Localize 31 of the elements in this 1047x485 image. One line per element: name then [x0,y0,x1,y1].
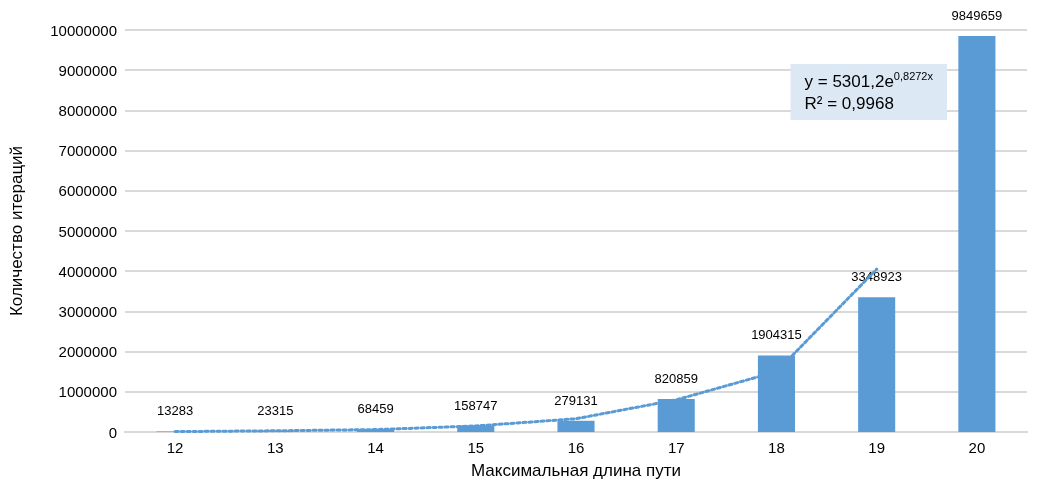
y-tick-label: 5000000 [58,222,117,240]
data-label: 9849659 [951,8,1003,24]
y-tick-label: 9000000 [58,61,117,79]
data-label: 279131 [554,392,598,408]
x-tick-label: 12 [166,439,184,456]
x-tick-label: 14 [367,439,384,456]
data-label: 1904315 [751,327,802,343]
x-tick-label: 17 [667,439,685,456]
x-tick-label: 16 [567,439,585,456]
y-tick-label: 2000000 [58,343,117,361]
x-tick-label: 20 [968,439,986,456]
data-label: 158747 [454,397,498,413]
y-axis-title: Количество итераций [7,145,26,317]
y-tick-label: 6000000 [58,182,117,200]
y-tick-label: 4000000 [58,262,117,280]
y-tick-label: 3000000 [58,302,117,320]
y-tick-label: 7000000 [58,142,117,160]
x-tick-label: 19 [868,439,886,456]
y-tick-label: 8000000 [58,101,117,119]
y-tick-label: 0 [108,423,117,441]
data-label: 68459 [357,401,394,417]
annotation: R² = 0,9968 [804,93,894,113]
data-label: 13283 [157,403,194,419]
data-label: 23315 [257,403,294,419]
y-tick-label: 10000000 [50,21,117,39]
x-tick-label: 15 [467,439,485,456]
y-tick-label: 1000000 [58,383,117,401]
data-label: 820859 [654,371,698,386]
x-tick-label: 13 [266,439,284,456]
x-axis-title: Максимальная длина пути [470,461,682,480]
x-tick-label: 18 [768,439,785,456]
